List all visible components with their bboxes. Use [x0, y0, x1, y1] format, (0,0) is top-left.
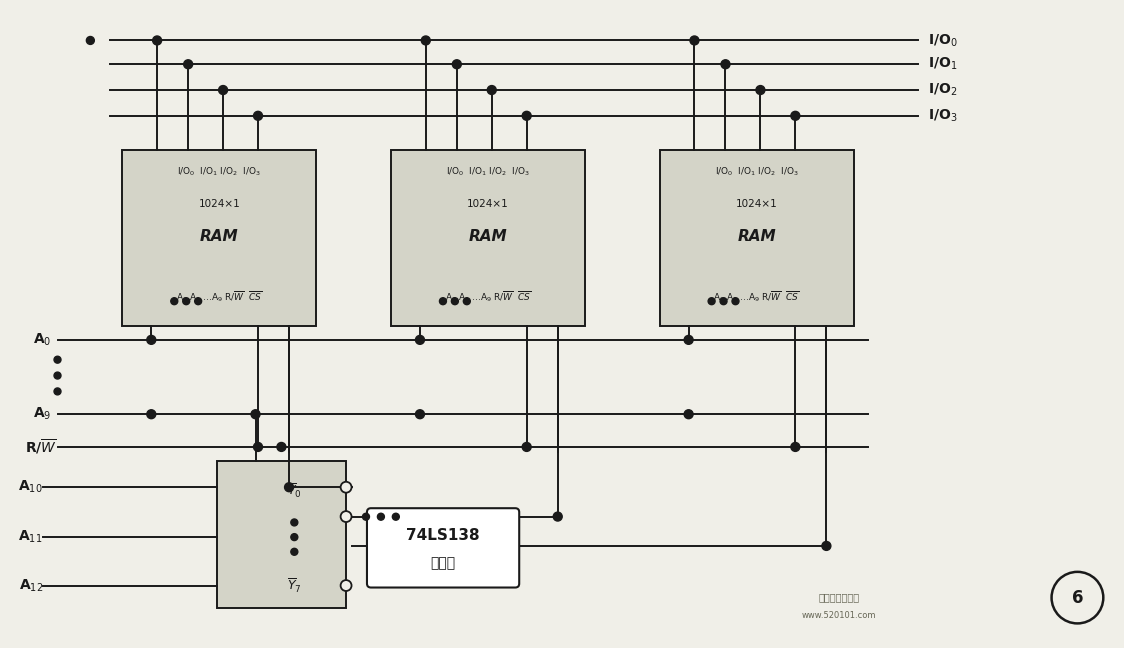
Bar — [391, 150, 584, 326]
Circle shape — [416, 410, 425, 419]
Circle shape — [341, 481, 352, 492]
Text: $\overline{Y}_7$: $\overline{Y}_7$ — [287, 577, 301, 595]
Text: I/O$_0$  I/O$_1$ I/O$_2$  I/O$_3$: I/O$_0$ I/O$_1$ I/O$_2$ I/O$_3$ — [178, 165, 261, 178]
Text: 1024×1: 1024×1 — [198, 199, 241, 209]
Text: A$_0$ A$_1$ ...A$_9$ R/$\overline{W}$  $\overline{CS}$: A$_0$ A$_1$ ...A$_9$ R/$\overline{W}$ $\… — [176, 289, 263, 304]
Circle shape — [87, 36, 94, 45]
Circle shape — [732, 297, 738, 305]
Circle shape — [822, 542, 831, 550]
Text: www.520101.com: www.520101.com — [801, 611, 876, 620]
Text: I/O$_0$  I/O$_1$ I/O$_2$  I/O$_3$: I/O$_0$ I/O$_1$ I/O$_2$ I/O$_3$ — [446, 165, 529, 178]
Text: A$_0$ A$_1$ ...A$_9$ R/$\overline{W}$  $\overline{CS}$: A$_0$ A$_1$ ...A$_9$ R/$\overline{W}$ $\… — [445, 289, 532, 304]
Circle shape — [341, 511, 352, 522]
Circle shape — [416, 336, 425, 344]
Circle shape — [251, 410, 260, 419]
Circle shape — [291, 534, 298, 540]
Text: 74LS138: 74LS138 — [406, 527, 480, 542]
Text: 译码器: 译码器 — [430, 557, 455, 571]
Circle shape — [720, 297, 727, 305]
Text: A$_0$ A$_1$ ...A$_9$ R/$\overline{W}$  $\overline{CS}$: A$_0$ A$_1$ ...A$_9$ R/$\overline{W}$ $\… — [714, 289, 800, 304]
Circle shape — [147, 410, 156, 419]
Text: I/O$_0$: I/O$_0$ — [928, 32, 958, 49]
Bar — [123, 150, 316, 326]
Text: I/O$_0$  I/O$_1$ I/O$_2$  I/O$_3$: I/O$_0$ I/O$_1$ I/O$_2$ I/O$_3$ — [715, 165, 798, 178]
Circle shape — [284, 483, 293, 492]
Circle shape — [690, 36, 699, 45]
Text: RAM: RAM — [737, 229, 776, 244]
Circle shape — [183, 297, 190, 305]
Text: I/O$_2$: I/O$_2$ — [928, 82, 958, 98]
Circle shape — [488, 86, 496, 95]
Circle shape — [54, 372, 61, 379]
Text: $\overline{Y}_0$: $\overline{Y}_0$ — [287, 481, 301, 500]
Bar — [217, 461, 346, 608]
FancyBboxPatch shape — [366, 508, 519, 588]
Circle shape — [291, 519, 298, 526]
Text: RAM: RAM — [469, 229, 507, 244]
Circle shape — [341, 580, 352, 591]
Circle shape — [708, 297, 715, 305]
Circle shape — [392, 513, 399, 520]
Circle shape — [54, 356, 61, 363]
Text: 1024×1: 1024×1 — [736, 199, 778, 209]
Text: 6: 6 — [1071, 588, 1084, 607]
Text: A$_{10}$: A$_{10}$ — [18, 479, 43, 496]
Text: A$_0$: A$_0$ — [34, 332, 52, 348]
Text: A$_{12}$: A$_{12}$ — [18, 577, 43, 594]
Text: I/O$_1$: I/O$_1$ — [928, 56, 958, 73]
Circle shape — [791, 111, 800, 121]
Bar — [660, 150, 853, 326]
Circle shape — [439, 297, 446, 305]
Circle shape — [171, 297, 178, 305]
Text: 1024×1: 1024×1 — [466, 199, 509, 209]
Circle shape — [756, 86, 765, 95]
Circle shape — [363, 513, 370, 520]
Circle shape — [147, 336, 156, 344]
Circle shape — [720, 60, 729, 69]
Circle shape — [463, 297, 470, 305]
Circle shape — [218, 86, 227, 95]
Circle shape — [153, 36, 162, 45]
Text: I/O$_3$: I/O$_3$ — [928, 108, 958, 124]
Circle shape — [791, 443, 800, 452]
Circle shape — [378, 513, 384, 520]
Circle shape — [553, 512, 562, 521]
Circle shape — [422, 36, 430, 45]
Text: A$_9$: A$_9$ — [34, 406, 52, 422]
Circle shape — [194, 297, 201, 305]
Circle shape — [452, 60, 461, 69]
Circle shape — [291, 548, 298, 555]
Text: 家电维修资料网: 家电维修资料网 — [818, 593, 859, 603]
Circle shape — [254, 443, 263, 452]
Text: A$_{11}$: A$_{11}$ — [18, 529, 43, 546]
Circle shape — [685, 410, 694, 419]
Circle shape — [523, 111, 532, 121]
Circle shape — [685, 336, 694, 344]
Circle shape — [254, 111, 263, 121]
Circle shape — [452, 297, 459, 305]
Circle shape — [277, 443, 285, 452]
Text: R/$\overline{W}$: R/$\overline{W}$ — [25, 437, 56, 456]
Circle shape — [54, 388, 61, 395]
Circle shape — [183, 60, 192, 69]
Circle shape — [523, 443, 532, 452]
Text: RAM: RAM — [200, 229, 238, 244]
